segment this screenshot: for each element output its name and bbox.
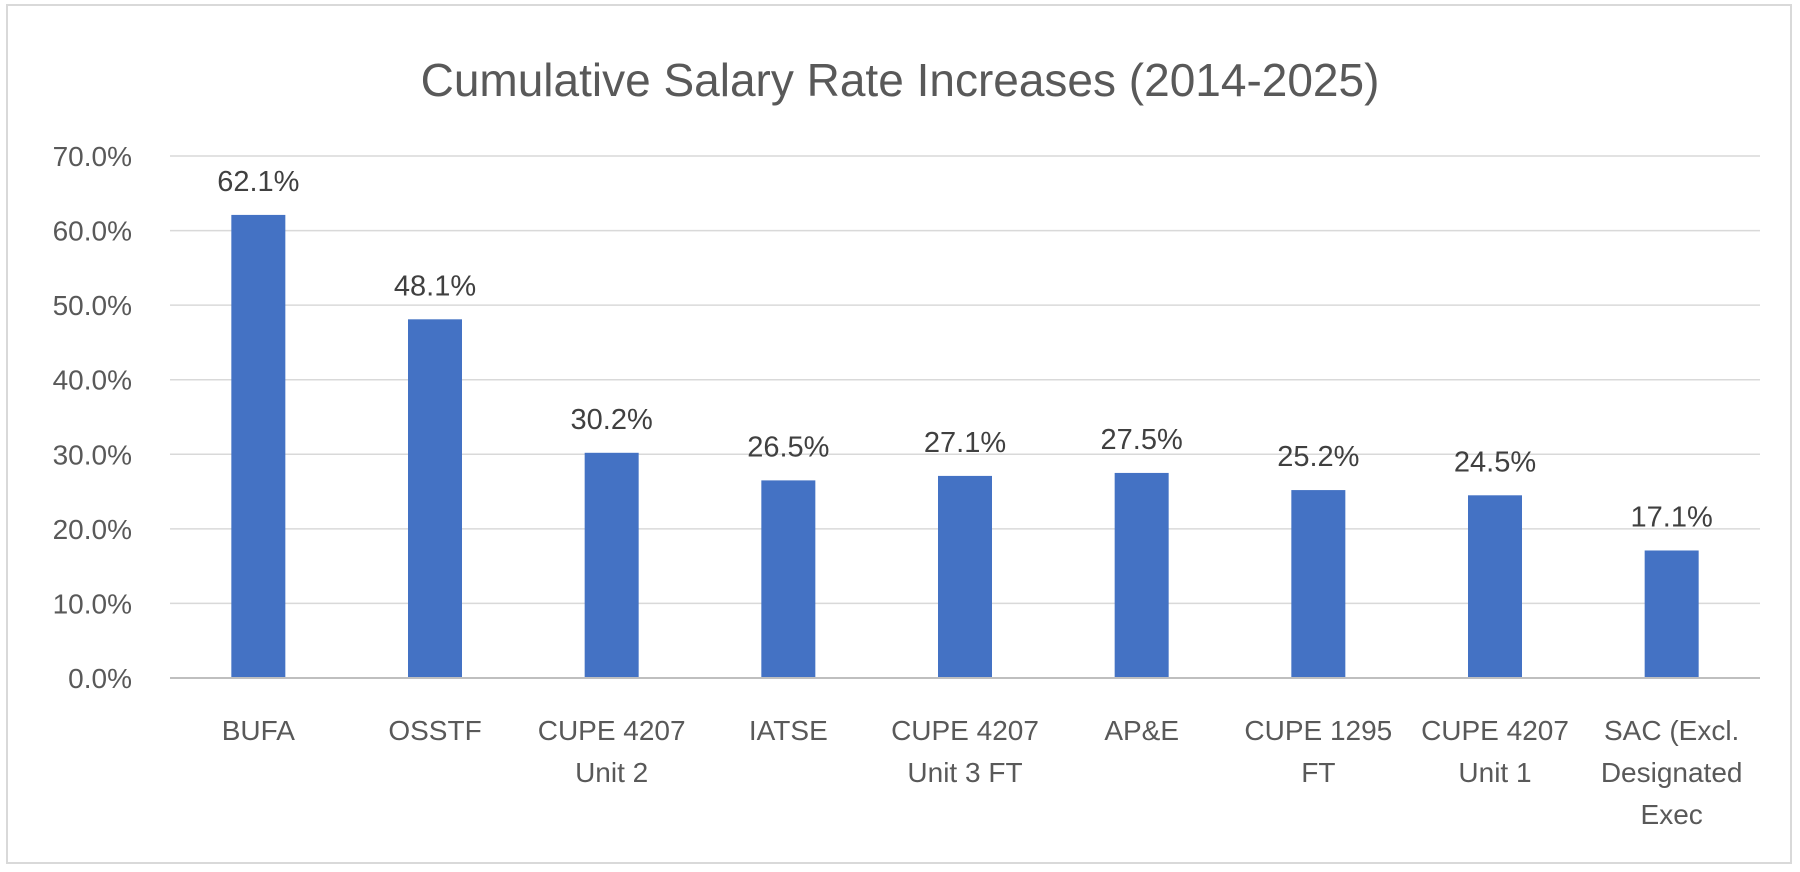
bar [1468,495,1522,678]
data-label: 48.1% [394,270,476,302]
category-label: CUPE 4207 Unit 3 FT [891,715,1039,788]
y-tick-label: 70.0% [53,141,132,172]
y-tick-label: 50.0% [53,290,132,321]
bar [1291,490,1346,678]
y-tick-label: 0.0% [68,663,132,694]
y-axis-ticks: 0.0% 10.0% 20.0% 30.0% 40.0% 50.0% 60.0% 70.0% [53,141,132,694]
data-label: 30.2% [571,404,653,436]
data-label: 62.1% [217,166,299,198]
data-label: 24.5% [1454,446,1536,478]
bar [1644,550,1699,678]
bar [584,452,639,678]
x-axis-categories: BUFA OSSTF CUPE 4207 Unit 2 IATSE CUPE 4207 Un… [222,715,1743,830]
bar [761,480,816,678]
bar [938,475,992,678]
data-label: 27.5% [1101,424,1183,456]
data-label: 25.2% [1277,441,1359,473]
bar [1114,472,1169,678]
category-label: BUFA [222,715,295,746]
category-label: CUPE 1295 FT [1244,715,1392,788]
chart-title: Cumulative Salary Rate Increases (2014-2… [421,54,1380,106]
data-labels: 62.1% 48.1% 30.2% 26.5% 27.1% 27.5% 25.2% 24.5%… [217,166,1713,534]
data-label: 27.1% [924,427,1006,459]
category-label: IATSE [749,715,828,746]
y-tick-label: 10.0% [53,588,132,619]
y-tick-label: 20.0% [53,514,132,545]
y-tick-label: 60.0% [53,216,132,247]
y-tick-label: 30.0% [53,439,132,470]
category-label: OSSTF [388,715,481,746]
category-label: AP&E [1104,715,1179,746]
category-label: CUPE 4207 Unit 2 [538,715,686,788]
bar-chart: Cumulative Salary Rate Increases (2014-2… [53,54,1760,830]
category-label: SAC (Excl. Designated Exec [1601,715,1743,830]
bars [231,214,1699,678]
bar [231,214,286,678]
chart-frame: Cumulative Salary Rate Increases (2014-2… [6,4,1792,864]
y-tick-label: 40.0% [53,365,132,396]
bar [408,319,462,678]
category-label: CUPE 4207 Unit 1 [1421,715,1569,788]
data-label: 17.1% [1631,501,1713,533]
data-label: 26.5% [747,431,829,463]
